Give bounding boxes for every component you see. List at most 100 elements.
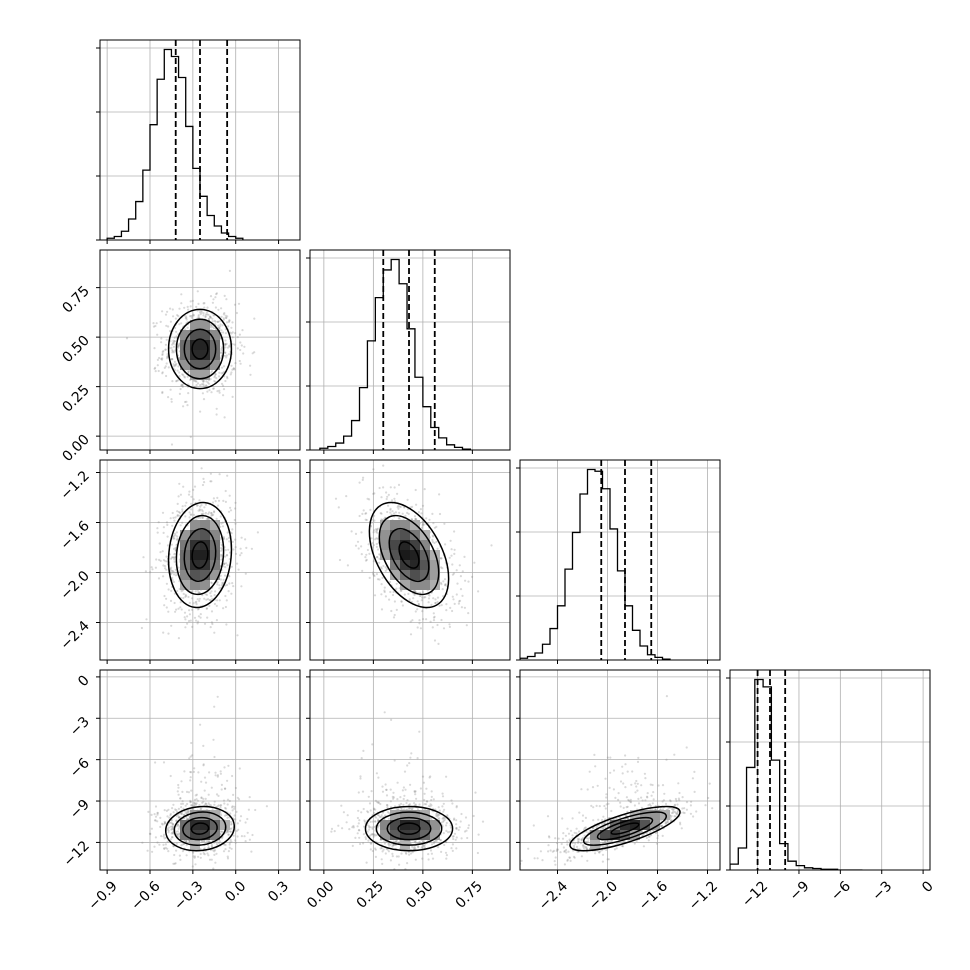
density-cell bbox=[390, 810, 400, 820]
scatter-point bbox=[221, 324, 224, 327]
scatter-point bbox=[376, 556, 379, 559]
scatter-point bbox=[455, 836, 458, 839]
scatter-point bbox=[215, 793, 219, 796]
scatter-point bbox=[207, 382, 211, 385]
scatter-point bbox=[226, 803, 229, 806]
scatter-point bbox=[360, 553, 363, 556]
density-cell bbox=[200, 550, 210, 560]
scatter-point bbox=[221, 366, 224, 369]
scatter-point bbox=[170, 398, 173, 401]
scatter-point bbox=[192, 313, 195, 316]
scatter-point bbox=[446, 814, 449, 817]
scatter-point bbox=[187, 595, 190, 599]
scatter-point bbox=[440, 566, 443, 569]
scatter-point bbox=[212, 314, 215, 317]
scatter-point bbox=[216, 390, 219, 393]
scatter-point bbox=[209, 316, 212, 319]
scatter-point bbox=[458, 826, 461, 829]
scatter-point bbox=[187, 809, 190, 812]
scatter-point bbox=[370, 833, 373, 836]
histogram-bin bbox=[738, 848, 746, 870]
scatter-point bbox=[691, 777, 695, 780]
scatter-point bbox=[397, 841, 400, 844]
scatter-point bbox=[402, 803, 405, 807]
scatter-point bbox=[398, 803, 401, 806]
scatter-point bbox=[368, 552, 371, 555]
scatter-point bbox=[547, 850, 550, 853]
scatter-point bbox=[172, 556, 175, 559]
scatter-point bbox=[169, 517, 172, 520]
density-cell bbox=[200, 830, 210, 840]
scatter-point bbox=[403, 506, 406, 509]
scatter-point bbox=[432, 619, 436, 622]
scatter-point bbox=[189, 513, 192, 516]
scatter-point bbox=[221, 525, 225, 528]
scatter-point bbox=[373, 529, 376, 532]
density-cell bbox=[380, 540, 390, 550]
scatter-point bbox=[231, 395, 234, 398]
scatter-point bbox=[171, 569, 174, 573]
scatter-point bbox=[195, 380, 198, 383]
scatter-point bbox=[213, 379, 216, 383]
scatter-point bbox=[392, 616, 396, 619]
scatter-point bbox=[650, 794, 653, 797]
scatter-point bbox=[191, 865, 194, 868]
scatter-point bbox=[222, 365, 226, 368]
scatter-point bbox=[244, 821, 247, 824]
scatter-point bbox=[370, 521, 373, 524]
contour-line bbox=[183, 328, 217, 370]
scatter-point bbox=[395, 840, 398, 843]
scatter-point bbox=[208, 511, 211, 514]
scatter-point bbox=[430, 843, 434, 846]
scatter-point bbox=[173, 560, 176, 563]
scatter-point bbox=[352, 826, 355, 829]
scatter-point bbox=[380, 858, 383, 861]
scatter-point bbox=[197, 591, 200, 594]
scatter-point bbox=[200, 807, 203, 810]
scatter-point bbox=[376, 548, 380, 551]
scatter-point bbox=[235, 829, 238, 833]
scatter-point bbox=[416, 608, 419, 611]
scatter-point bbox=[425, 517, 428, 520]
scatter-point bbox=[432, 798, 435, 801]
scatter-point bbox=[209, 480, 212, 483]
scatter-point bbox=[245, 546, 248, 550]
scatter-point bbox=[184, 504, 187, 507]
histogram-step bbox=[730, 678, 863, 870]
scatter-point bbox=[172, 580, 176, 584]
scatter-point bbox=[450, 548, 453, 551]
scatter-point bbox=[156, 812, 159, 815]
scatter-point bbox=[152, 325, 156, 328]
scatter-point bbox=[163, 847, 166, 850]
scatter-point bbox=[234, 362, 237, 365]
scatter-point bbox=[166, 828, 170, 831]
scatter-point bbox=[210, 326, 213, 329]
scatter-point bbox=[186, 818, 189, 821]
scatter-point bbox=[211, 808, 214, 811]
scatter-point bbox=[178, 511, 182, 514]
scatter-point bbox=[213, 511, 216, 514]
scatter-point bbox=[436, 547, 439, 550]
scatter-point bbox=[370, 790, 373, 793]
scatter-point bbox=[418, 730, 421, 733]
scatter-point bbox=[195, 600, 198, 603]
scatter-point bbox=[214, 320, 217, 323]
scatter-point bbox=[185, 839, 188, 842]
contour-line bbox=[190, 822, 210, 835]
scatter-point bbox=[381, 850, 384, 853]
scatter-point bbox=[205, 384, 208, 387]
scatter-point bbox=[473, 561, 476, 564]
scatter-point bbox=[212, 849, 215, 852]
scatter-point bbox=[219, 352, 223, 355]
scatter-point bbox=[200, 796, 203, 799]
scatter-point bbox=[189, 305, 192, 308]
scatter-point bbox=[169, 320, 172, 323]
scatter-point bbox=[182, 813, 185, 817]
scatter-point bbox=[209, 472, 212, 475]
scatter-point bbox=[189, 619, 192, 622]
density-cell bbox=[410, 540, 420, 550]
scatter-point bbox=[389, 859, 392, 862]
scatter-point bbox=[451, 573, 454, 576]
scatter-point bbox=[192, 770, 195, 774]
scatter-point bbox=[225, 813, 228, 817]
